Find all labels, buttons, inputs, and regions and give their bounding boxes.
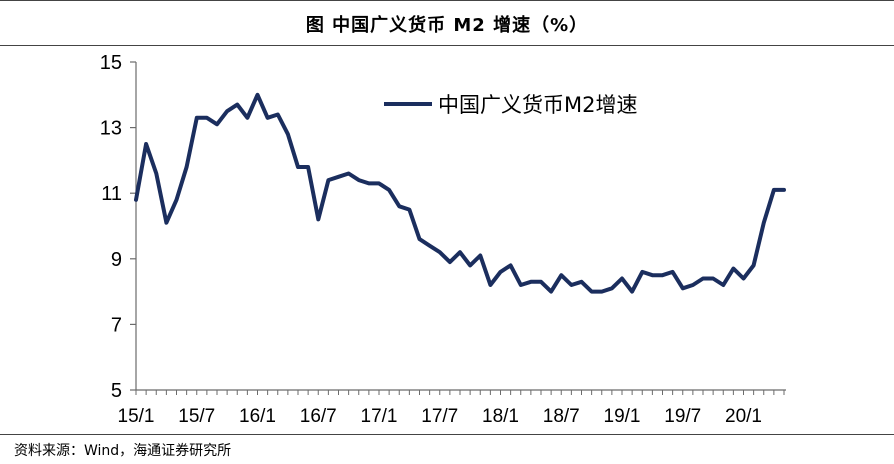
y-tick-label: 15 [100, 52, 122, 74]
x-tick-label: 19/7 [664, 406, 701, 427]
x-tick-label: 20/1 [725, 406, 762, 427]
x-tick-label: 19/1 [604, 406, 641, 427]
y-tick-label: 5 [111, 380, 122, 402]
x-tick-label: 15/1 [118, 406, 155, 427]
y-tick-label: 9 [111, 249, 122, 271]
x-tick-label: 16/1 [239, 406, 276, 427]
x-tick-label: 18/1 [482, 406, 519, 427]
x-tick-label: 17/7 [421, 406, 458, 427]
figure-title-bar: 图 中国广义货币 M2 增速（%） [0, 0, 894, 46]
m2-growth-line-chart: 5 7 9 11 13 15 15/1 15/7 16/1 16/7 17/1 17/7 18/1 18/… [100, 52, 786, 427]
y-tick-label: 7 [111, 314, 122, 336]
y-tick-label: 13 [100, 118, 122, 140]
x-tick-label: 15/7 [178, 406, 215, 427]
source-bar: 资料来源：Wind，海通证券研究所 [0, 434, 894, 464]
y-tick-label: 11 [101, 183, 122, 205]
figure-title: 图 中国广义货币 M2 增速（%） [305, 15, 589, 36]
source-note: 资料来源：Wind，海通证券研究所 [14, 443, 232, 459]
x-tick-label: 18/7 [543, 406, 580, 427]
legend-label: 中国广义货币M2增速 [438, 93, 637, 117]
series-line [134, 92, 786, 294]
x-tick-label: 16/7 [300, 406, 337, 427]
x-tick-label: 17/1 [361, 406, 398, 427]
